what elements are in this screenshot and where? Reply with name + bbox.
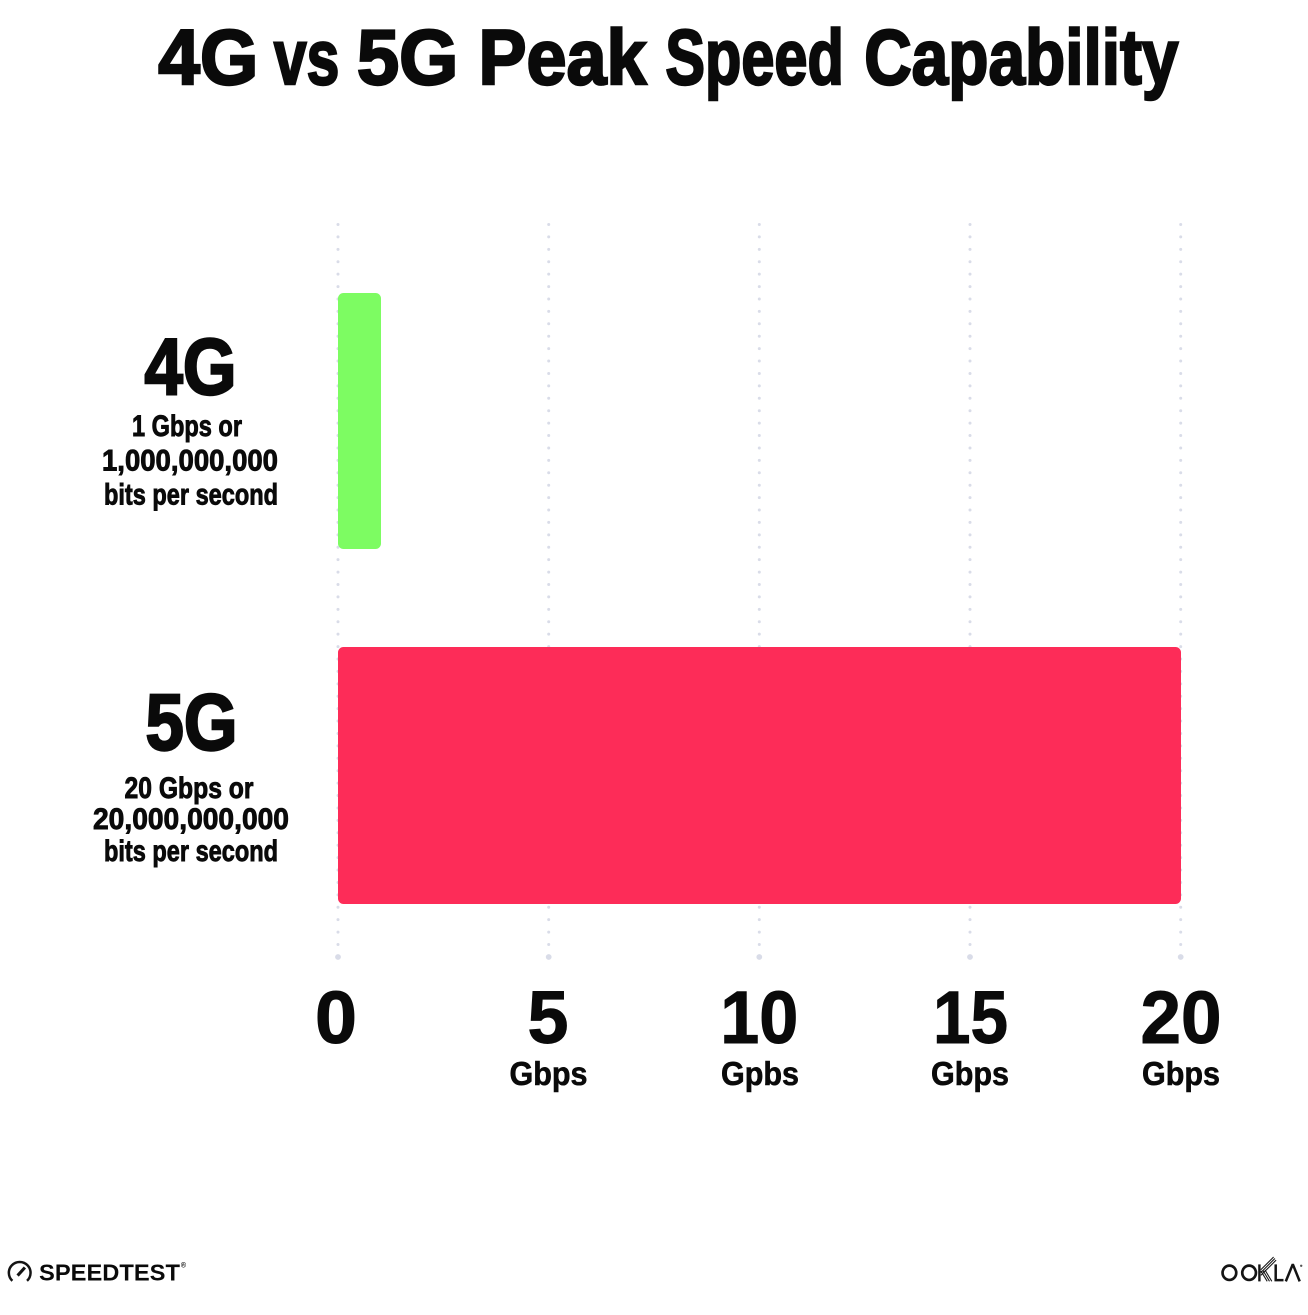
svg-text:Capability: Capability [864, 13, 1178, 101]
svg-text:®: ® [181, 1262, 187, 1270]
svg-text:bits per second: bits per second [104, 835, 278, 868]
svg-text:10: 10 [720, 976, 798, 1059]
svg-text:20: 20 [1141, 976, 1222, 1059]
svg-text:SPEEDTEST: SPEEDTEST [39, 1260, 180, 1286]
svg-text:20 Gbps or: 20 Gbps or [125, 772, 254, 805]
svg-text:Gbps: Gbps [931, 1055, 1009, 1092]
svg-text:Peak: Peak [479, 13, 648, 101]
svg-text:Gbps: Gbps [1142, 1055, 1220, 1092]
svg-text:15: 15 [933, 976, 1008, 1059]
svg-text:vs: vs [274, 13, 339, 101]
svg-text:20,000,000,000: 20,000,000,000 [93, 803, 289, 836]
svg-text:5: 5 [528, 976, 569, 1059]
svg-text:4G: 4G [158, 13, 258, 101]
svg-text:Speed: Speed [665, 13, 843, 101]
svg-text:0: 0 [315, 976, 357, 1059]
svg-text:1 Gbps or: 1 Gbps or [132, 410, 242, 443]
svg-text:4G: 4G [145, 322, 237, 411]
svg-text:bits per second: bits per second [104, 479, 278, 512]
svg-text:1,000,000,000: 1,000,000,000 [102, 445, 278, 478]
svg-text:5G: 5G [357, 13, 459, 101]
svg-text:5G: 5G [146, 678, 238, 767]
svg-text:Gbps: Gbps [510, 1055, 588, 1092]
svg-text:Gpbs: Gpbs [721, 1055, 799, 1092]
